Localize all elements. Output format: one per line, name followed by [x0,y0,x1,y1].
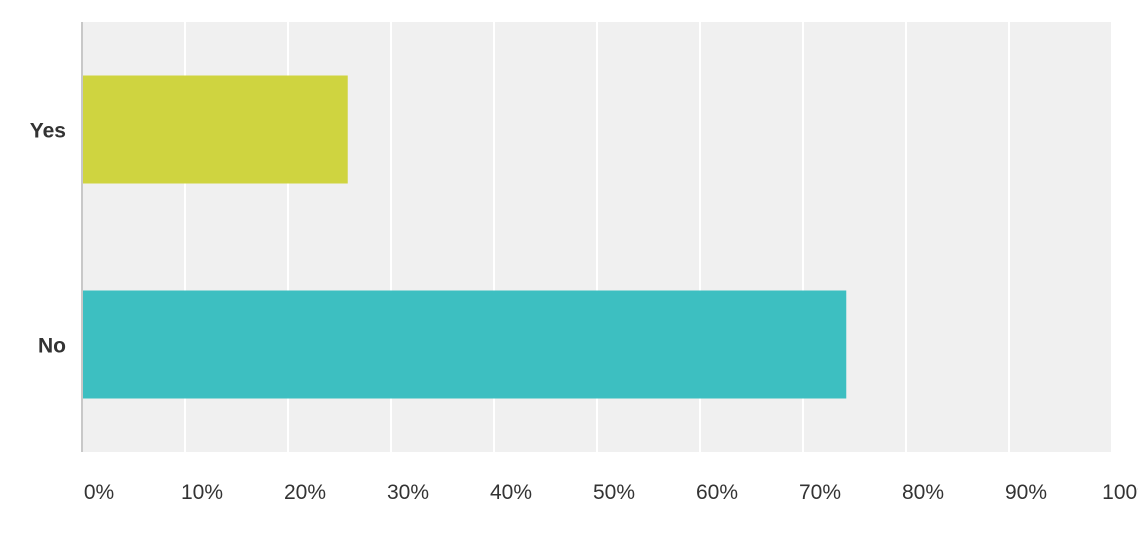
bars [82,75,847,399]
category-label-yes: Yes [30,120,66,143]
y-axis-categories: Yes No [30,120,66,358]
bar-no [82,290,847,399]
x-tick-label: 0% [84,481,114,504]
x-tick-label: 70% [799,481,841,504]
x-tick-label: 80% [902,481,944,504]
x-tick-label: 100% [1102,481,1138,504]
bar-yes [82,75,348,184]
x-tick-label: 40% [490,481,532,504]
x-tick-label: 10% [181,481,223,504]
x-tick-label: 30% [387,481,429,504]
x-tick-label: 60% [696,481,738,504]
x-tick-label: 50% [593,481,635,504]
x-tick-label: 90% [1005,481,1047,504]
x-tick-label: 20% [284,481,326,504]
x-axis-ticks: 0% 10% 20% 30% 40% 50% 60% 70% 80% 90% 100% [84,481,1138,504]
category-label-no: No [38,335,66,358]
